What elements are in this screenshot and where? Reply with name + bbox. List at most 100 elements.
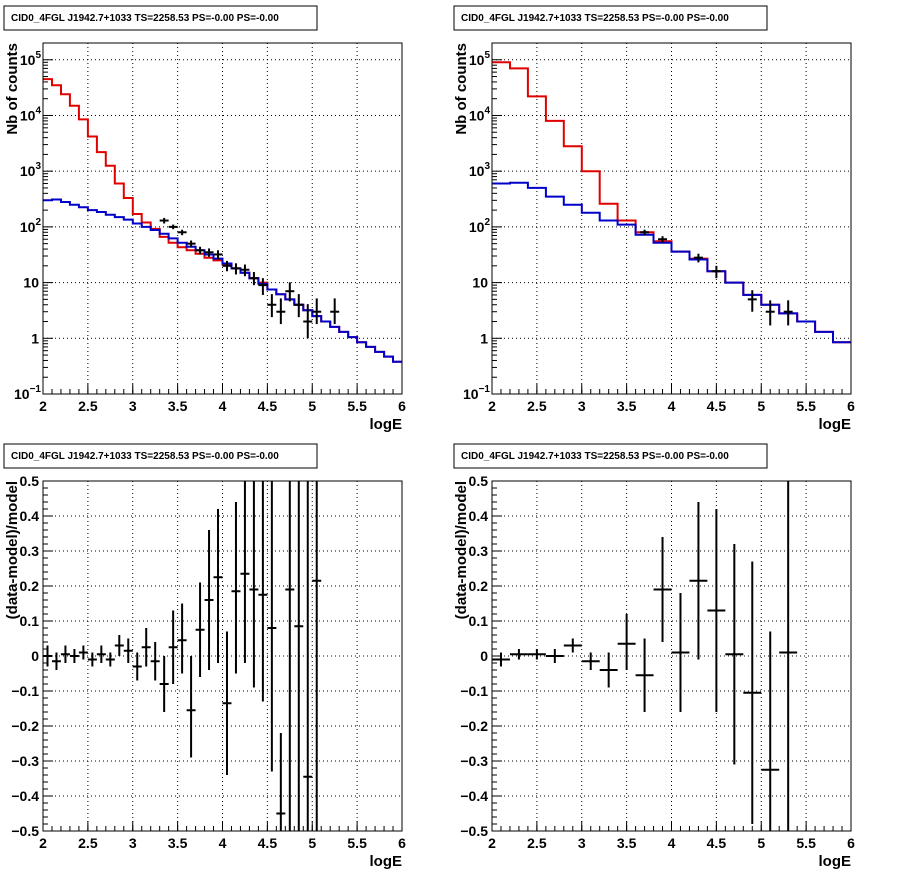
x-tick-label: 5 [757, 398, 765, 414]
series-step-1 [43, 198, 402, 363]
data-point [105, 652, 115, 667]
x-tick-label: 2.5 [78, 398, 98, 414]
x-tick-label: 2 [488, 835, 496, 851]
y-tick-label: 10−1 [14, 384, 41, 402]
grid-lines [43, 481, 402, 831]
x-tick-label: 2.5 [527, 398, 547, 414]
x-axis-label: logE [819, 416, 852, 433]
x-tick-label: 4 [668, 398, 676, 414]
y-tick-label: 103 [469, 161, 491, 179]
y-tick-label: 0.3 [20, 543, 40, 559]
data-point [779, 481, 798, 831]
data-point [330, 298, 340, 325]
data-point [671, 593, 690, 712]
x-tick-label: 5 [308, 398, 316, 414]
data-point [276, 298, 286, 325]
y-tick-label: −0.5 [460, 823, 488, 839]
data-point [707, 509, 726, 712]
data-point [78, 645, 88, 660]
y-tick-label: 103 [20, 161, 42, 179]
plot-frame [491, 42, 852, 395]
data-point [213, 250, 223, 260]
y-axis-label: (data-model)/model [453, 481, 470, 619]
chart-title: CID0_4FGL J1942.7+1033 TS=2258.53 PS=-0.… [11, 451, 279, 462]
x-tick-label: 3 [578, 835, 586, 851]
data-point [527, 649, 546, 660]
data-point [114, 635, 124, 656]
data-point [765, 300, 775, 326]
x-tick-label: 3 [129, 835, 137, 851]
data-point [285, 481, 295, 831]
data-point [186, 656, 196, 758]
x-tick-label: 4 [219, 835, 227, 851]
data-point [725, 544, 744, 765]
x-tick-label: 2.5 [527, 835, 547, 851]
data-point [186, 240, 196, 248]
data-point [747, 290, 757, 312]
data-point [658, 236, 668, 243]
y-axis-label: Nb of counts [4, 43, 21, 135]
y-tick-label: −0.2 [11, 718, 39, 734]
data-point [312, 481, 322, 831]
x-axis-label: logE [370, 416, 403, 433]
x-tick-label: 5.5 [796, 398, 816, 414]
y-tick-label: 0 [31, 648, 39, 664]
data-point [312, 298, 322, 325]
data-point [599, 652, 618, 688]
data-point [303, 304, 313, 339]
y-tick-label: −0.3 [11, 753, 39, 769]
y-tick-label: 105 [469, 50, 491, 68]
chart-title: CID0_4FGL J1942.7+1033 TS=2258.53 PS=-0.… [461, 13, 729, 24]
data-point [159, 217, 169, 224]
data-point [693, 253, 703, 263]
x-tick-label: 6 [398, 398, 406, 414]
y-tick-label: 1 [480, 330, 488, 346]
data-point [177, 603, 187, 674]
data-point [563, 638, 582, 653]
data-point [87, 652, 97, 667]
data-point [150, 642, 160, 681]
series-step-1 [492, 181, 851, 344]
data-point [689, 502, 708, 660]
x-axis-label: logE [370, 853, 403, 870]
data-point [60, 645, 70, 663]
x-tick-label: 4.5 [707, 835, 727, 851]
y-tick-label: 0.2 [469, 578, 489, 594]
data-point [168, 610, 178, 684]
y-tick-label: 0.3 [469, 543, 489, 559]
x-tick-label: 4 [668, 835, 676, 851]
data-point [509, 649, 528, 660]
data-point [653, 537, 672, 642]
y-axis-label: Nb of counts [453, 43, 470, 135]
y-tick-label: 10 [23, 275, 39, 291]
x-tick-label: 5 [757, 835, 765, 851]
series-step-0 [492, 61, 851, 344]
data-point [177, 229, 187, 236]
data-point [222, 260, 232, 272]
data-point [294, 294, 304, 318]
title-box [3, 5, 318, 31]
x-tick-label: 3.5 [168, 835, 188, 851]
y-tick-label: −0.4 [460, 788, 488, 804]
grid-lines [43, 43, 402, 394]
x-tick-label: 4.5 [258, 398, 278, 414]
y-tick-label: 0.5 [20, 473, 40, 489]
data-point [249, 481, 259, 688]
chart-panel-3: 2 2.5 3 3.5 4 4.5 5 5.5 6 −0.5 −0.4 −0.3 −0.2 −0.1 0 0.… [3, 443, 406, 870]
data-point [204, 248, 214, 257]
data-point [640, 229, 650, 236]
y-tick-label: 10−1 [463, 384, 490, 402]
plot-frame [42, 480, 403, 832]
data-point [213, 509, 223, 663]
chart-title: CID0_4FGL J1942.7+1033 TS=2258.53 PS=-0.… [11, 13, 279, 24]
data-point [545, 649, 564, 663]
x-tick-label: 6 [847, 398, 855, 414]
data-point [123, 638, 133, 663]
data-point [294, 481, 304, 831]
y-tick-label: −0.2 [460, 718, 488, 734]
x-tick-label: 3 [578, 398, 586, 414]
y-tick-label: −0.1 [460, 683, 488, 699]
data-point [231, 502, 241, 674]
y-tick-label: −0.4 [11, 788, 39, 804]
data-point [141, 628, 151, 667]
